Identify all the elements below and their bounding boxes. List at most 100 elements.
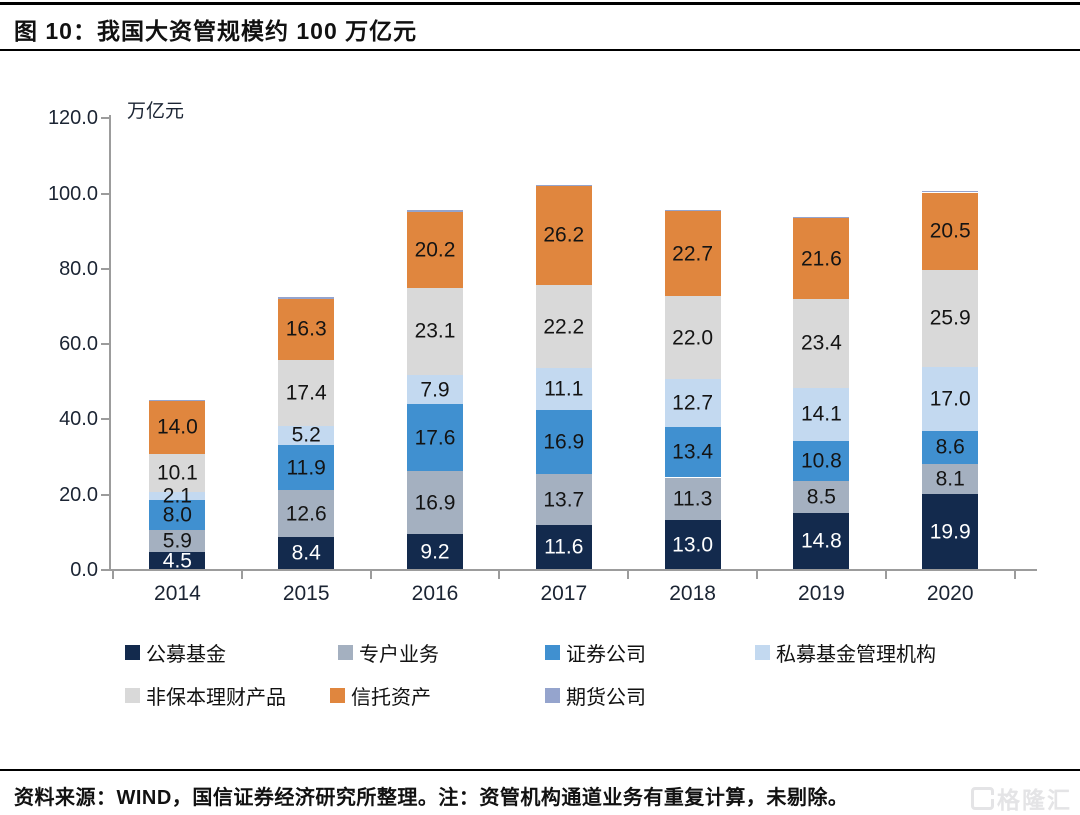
legend-item: 信托资产 <box>330 684 431 709</box>
legend-color-swatch-icon <box>545 687 560 703</box>
bar-segment-value-label: 12.6 <box>285 502 327 526</box>
bar-segment <box>793 440 850 482</box>
bar-segment-value-label: 8.1 <box>935 467 965 491</box>
bar-segment-value-label: 2.1 <box>162 484 192 508</box>
bar-segment <box>535 525 592 569</box>
bar-segment-value-label: 22.2 <box>543 315 585 339</box>
x-axis-category-label: 2016 <box>411 582 459 605</box>
bar-segment <box>149 401 206 454</box>
x-axis-tick <box>884 570 887 579</box>
bar-segment-value-label: 11.1 <box>544 377 584 401</box>
y-axis-tick <box>101 418 109 421</box>
source-note: 资料来源：WIND，国信证券经济研究所整理。注：资管机构通道业务有重复计算，未剔… <box>14 787 849 809</box>
bar-segment <box>407 470 463 535</box>
bar-segment-value-label: 8.0 <box>162 503 192 527</box>
bar-segment-value-label: 17.6 <box>414 426 456 450</box>
bar-segment <box>664 477 721 521</box>
bar-segment <box>278 537 335 569</box>
bar-segment <box>664 520 721 569</box>
bar-segment <box>664 296 721 380</box>
bar-segment <box>922 367 979 432</box>
footer-divider-rule <box>0 769 1080 771</box>
top-border-rule <box>0 2 1080 5</box>
bar-segment <box>278 445 335 490</box>
bar-segment <box>922 192 979 270</box>
bar-segment <box>922 269 979 368</box>
bar-segment-value-label: 14.0 <box>156 415 198 439</box>
watermark-text: 格隆汇 <box>997 787 1072 813</box>
bar-segment-value-label: 26.2 <box>543 223 585 247</box>
x-axis-category-label: 2020 <box>926 582 974 605</box>
bar-segment-value-label: 8.4 <box>291 541 321 565</box>
y-axis-tick <box>101 569 109 571</box>
bar-segment-value-label: 10.8 <box>800 449 842 473</box>
legend-label: 证券公司 <box>566 643 646 666</box>
y-axis-tick-label: 80.0 <box>59 257 98 280</box>
bar-segment <box>793 387 850 441</box>
bar-segment-value-label: 14.8 <box>800 529 842 553</box>
legend-label: 私募基金管理机构 <box>776 643 936 666</box>
bar-segment-value-label: 5.2 <box>291 423 321 447</box>
bar-segment-value-label: 23.1 <box>414 319 456 343</box>
y-axis-tick-label: 120.0 <box>47 107 98 130</box>
bar-segment <box>922 191 979 193</box>
bar-segment-value-label: 17.4 <box>285 381 327 405</box>
bar-segment-value-label: 9.2 <box>420 540 450 564</box>
bar-segment-value-label: 5.9 <box>162 529 192 553</box>
bar-segment-value-label: 11.6 <box>544 535 584 559</box>
bar-segment <box>149 453 206 492</box>
bar-segment-value-label: 11.9 <box>286 456 326 480</box>
bar-segment <box>664 210 721 297</box>
gelonghui-logo-icon <box>971 786 994 810</box>
bar-segment-value-label: 11.3 <box>672 487 713 511</box>
bar-segment-value-label: 13.4 <box>672 440 714 464</box>
legend-item: 专户业务 <box>338 641 439 666</box>
legend-color-swatch-icon <box>330 687 345 703</box>
y-axis-tick <box>101 117 109 120</box>
bar-segment <box>407 534 463 569</box>
bar-segment <box>664 427 721 478</box>
watermark: 格隆汇 <box>971 781 1072 815</box>
y-axis-unit-label: 万亿元 <box>127 101 185 122</box>
y-axis-line <box>109 115 111 571</box>
x-axis-tick <box>627 570 630 579</box>
bar-segment <box>793 216 850 219</box>
legend-label: 非保本理财产品 <box>146 686 286 709</box>
x-axis-category-label: 2018 <box>669 582 716 605</box>
y-axis-tick <box>101 267 109 270</box>
x-axis-tick <box>1013 570 1016 579</box>
bar-segment <box>407 287 463 375</box>
legend-item: 证券公司 <box>545 641 646 666</box>
x-axis-tick <box>240 570 243 579</box>
x-axis-category-label: 2017 <box>540 582 588 605</box>
x-axis-line <box>103 569 1037 571</box>
bar-segment <box>793 481 850 514</box>
bar-segment-value-label: 21.6 <box>800 247 842 271</box>
bar-segment <box>278 489 335 538</box>
bar-segment <box>535 368 592 411</box>
legend-color-swatch-icon <box>338 644 353 660</box>
bar-segment <box>149 491 206 500</box>
bar-segment <box>535 284 592 369</box>
bar-segment <box>922 494 979 569</box>
title-divider-rule <box>0 49 1080 51</box>
bar-segment <box>407 211 463 288</box>
x-axis-tick <box>498 570 501 579</box>
x-axis-category-label: 2014 <box>154 582 201 605</box>
legend-color-swatch-icon <box>125 644 140 660</box>
legend-color-swatch-icon <box>125 687 140 703</box>
x-axis-tick <box>369 570 372 579</box>
bar-segment <box>793 513 850 569</box>
legend-item: 非保本理财产品 <box>125 684 286 709</box>
bar-segment <box>664 209 721 211</box>
y-axis-tick-label: 100.0 <box>47 182 98 205</box>
bar-segment <box>922 463 979 495</box>
bar-segment-value-label: 25.9 <box>929 306 971 330</box>
x-axis-tick <box>112 570 114 579</box>
x-axis-category-label: 2015 <box>282 582 330 605</box>
bar-segment <box>278 360 335 426</box>
bar-segment <box>407 374 463 405</box>
bar-segment-value-label: 17.0 <box>929 387 971 411</box>
bar-segment <box>535 184 592 187</box>
bar-segment-value-label: 22.0 <box>672 326 714 350</box>
